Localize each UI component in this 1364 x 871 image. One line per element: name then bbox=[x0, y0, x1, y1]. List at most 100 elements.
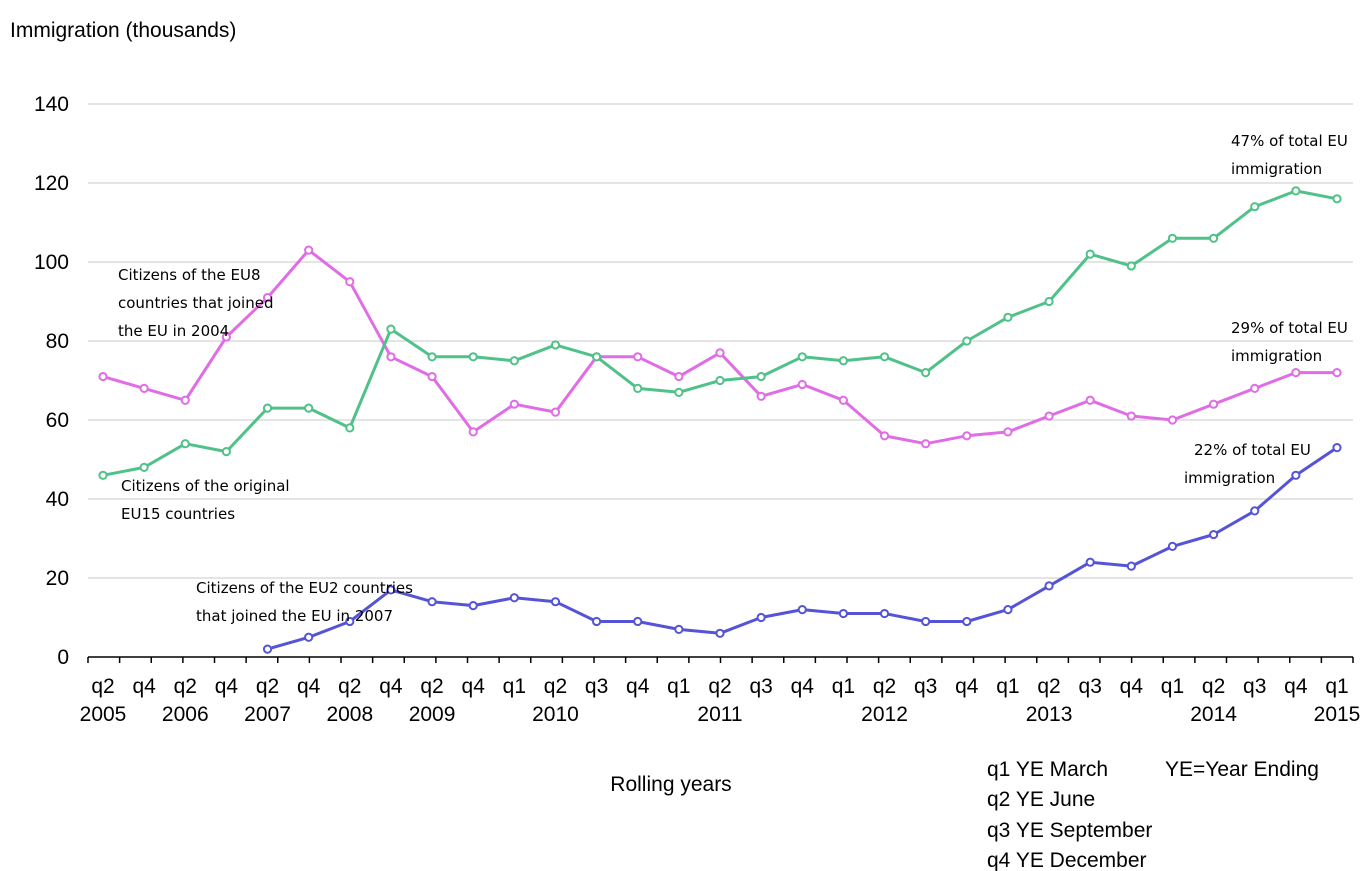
x-quarter-label: q2 bbox=[420, 675, 443, 698]
eu2-annotation: Citizens of the EU2 countries that joine… bbox=[196, 579, 413, 625]
data-point-eu8 bbox=[1085, 395, 1095, 405]
series-eu15 bbox=[98, 186, 1342, 480]
x-quarter-label: q4 bbox=[1120, 675, 1144, 698]
x-quarter-label: q2 bbox=[873, 675, 896, 698]
y-tick-labels: 0 20 40 60 80 100 120 140 bbox=[34, 93, 69, 669]
data-point-eu15 bbox=[98, 470, 108, 480]
data-point-eu15 bbox=[1003, 312, 1013, 322]
eu8-share-annotation: 29% of total EU immigration bbox=[1231, 319, 1348, 365]
x-year-label: 2012 bbox=[861, 703, 908, 726]
eu8-annotation: Citizens of the EU8 countries that joine… bbox=[118, 266, 273, 340]
data-point-eu8 bbox=[1250, 383, 1260, 393]
data-point-eu15 bbox=[1250, 202, 1260, 212]
data-point-eu8 bbox=[427, 371, 437, 382]
eu8-label-line-1: Citizens of the EU8 bbox=[118, 266, 261, 284]
data-point-eu2 bbox=[1209, 529, 1219, 540]
data-point-eu8 bbox=[139, 383, 149, 393]
x-quarter-label: q1 bbox=[1325, 675, 1348, 698]
y-axis-title: Immigration (thousands) bbox=[10, 19, 236, 42]
data-point-eu15 bbox=[1044, 296, 1054, 307]
data-point-eu2 bbox=[468, 601, 478, 611]
x-year-label: 2011 bbox=[697, 703, 742, 726]
x-quarter-label: q4 bbox=[132, 675, 156, 698]
eu8-label-line-2: countries that joined bbox=[118, 294, 273, 312]
eu8-share-line-2: immigration bbox=[1231, 347, 1322, 365]
eu8-label-line-3: the EU in 2004 bbox=[118, 322, 229, 340]
x-quarter-label: q1 bbox=[1161, 675, 1184, 698]
data-point-eu8 bbox=[1167, 415, 1178, 425]
x-year-label: 2015 bbox=[1314, 703, 1361, 726]
data-point-eu8 bbox=[838, 395, 849, 405]
x-year-label: 2007 bbox=[244, 703, 291, 726]
data-point-eu2 bbox=[1167, 541, 1178, 552]
data-point-eu8 bbox=[221, 332, 231, 342]
data-point-eu8 bbox=[550, 407, 561, 417]
x-quarter-label: q3 bbox=[749, 675, 772, 698]
data-point-eu15 bbox=[304, 403, 314, 413]
data-point-eu8 bbox=[797, 379, 807, 390]
x-quarter-label: q2 bbox=[91, 675, 114, 698]
data-point-eu8 bbox=[304, 245, 314, 255]
x-quarter-label: q2 bbox=[256, 675, 279, 698]
data-point-eu15 bbox=[468, 352, 478, 362]
y-tick-label: 140 bbox=[34, 93, 69, 116]
series-eu8 bbox=[98, 245, 1342, 449]
data-point-eu15 bbox=[838, 356, 849, 366]
data-point-eu15 bbox=[262, 403, 273, 413]
y-tick-label: 20 bbox=[46, 567, 69, 590]
eu2-share-line-1: 22% of total EU bbox=[1194, 441, 1311, 459]
x-year-label: 2006 bbox=[162, 703, 209, 726]
data-point-eu2 bbox=[386, 585, 396, 595]
data-point-eu2 bbox=[1126, 561, 1136, 571]
data-point-eu2 bbox=[879, 608, 890, 619]
x-quarter-label: q2 bbox=[708, 675, 731, 698]
data-point-eu8 bbox=[962, 431, 972, 441]
data-point-eu8 bbox=[345, 277, 355, 287]
data-point-eu15 bbox=[879, 352, 890, 362]
data-point-eu8 bbox=[468, 427, 478, 437]
data-point-eu8 bbox=[715, 348, 725, 358]
x-quarter-label: q1 bbox=[832, 675, 855, 698]
x-year-label: 2014 bbox=[1190, 703, 1237, 726]
data-point-eu15 bbox=[962, 336, 972, 346]
x-axis: q2 q4 q2 q4 q2 q4 q2 q4 q2 q4 q1 q2 q3 q4 q1 q2 q3 q4 q1 q2… bbox=[80, 656, 1361, 726]
key-year-ending: YE=Year Ending bbox=[1165, 758, 1319, 781]
data-point-eu15 bbox=[180, 439, 190, 449]
x-quarter-label: q3 bbox=[1243, 675, 1266, 698]
eu8-share-line-1: 29% of total EU bbox=[1231, 319, 1348, 337]
data-point-eu2 bbox=[962, 616, 972, 627]
x-quarter-label: q4 bbox=[955, 675, 979, 698]
data-point-eu8 bbox=[509, 399, 519, 409]
data-point-eu15 bbox=[756, 371, 766, 382]
data-point-eu8 bbox=[921, 439, 931, 449]
x-axis-title: Rolling years bbox=[610, 773, 731, 796]
series-lines bbox=[98, 186, 1342, 654]
data-point-eu15 bbox=[592, 352, 602, 362]
data-point-eu15 bbox=[550, 340, 561, 350]
x-year-label: 2005 bbox=[80, 703, 127, 726]
data-point-eu2 bbox=[756, 612, 766, 623]
data-point-eu15 bbox=[1291, 186, 1301, 196]
data-point-eu15 bbox=[345, 423, 355, 433]
data-point-eu2 bbox=[1291, 470, 1301, 480]
series-line-eu8 bbox=[102, 248, 1337, 446]
y-tick-label: 60 bbox=[46, 409, 69, 432]
x-quarter-label: q4 bbox=[626, 675, 650, 698]
data-point-eu2 bbox=[427, 597, 437, 607]
data-point-eu8 bbox=[674, 371, 684, 382]
data-point-eu2 bbox=[838, 608, 849, 619]
data-point-eu2 bbox=[797, 605, 807, 615]
y-tick-label: 40 bbox=[46, 488, 69, 511]
x-quarter-label: q2 bbox=[544, 675, 567, 698]
data-point-eu8 bbox=[1126, 411, 1136, 421]
x-quarter-label: q4 bbox=[462, 675, 486, 698]
data-point-eu2 bbox=[633, 616, 643, 627]
data-point-eu8 bbox=[98, 371, 108, 382]
data-point-eu8 bbox=[879, 431, 890, 441]
data-point-eu8 bbox=[1003, 427, 1013, 437]
data-point-eu15 bbox=[386, 324, 396, 334]
key-q1: q1 YE March bbox=[987, 758, 1108, 781]
x-quarter-label: q2 bbox=[338, 675, 361, 698]
x-quarter-label: q1 bbox=[996, 675, 1019, 698]
